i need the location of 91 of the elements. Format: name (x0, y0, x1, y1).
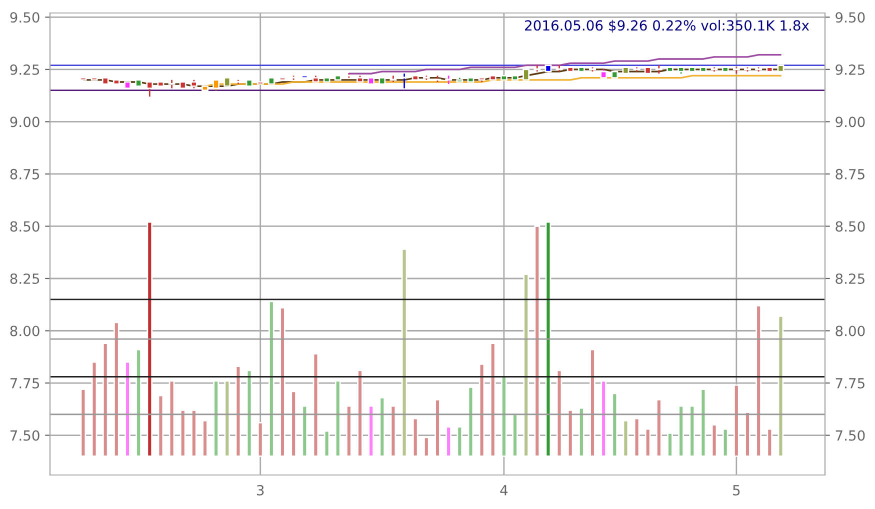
bar (412, 418, 418, 457)
y2-tick-label: 7.75 (836, 378, 864, 388)
y-tick-label: 8.00 (10, 326, 40, 336)
bar (80, 388, 86, 457)
y2-tick-label: 8.00 (836, 326, 865, 336)
bar (102, 342, 108, 457)
bar (734, 384, 740, 457)
bar (114, 322, 120, 457)
bar (180, 410, 186, 457)
bar (468, 386, 474, 457)
y2-tick-label: 9.25 (836, 64, 864, 75)
y-tick-label: 8.50 (10, 221, 40, 232)
bar (744, 412, 750, 457)
bar (136, 348, 142, 457)
bar (213, 380, 219, 457)
bar (91, 361, 98, 457)
bar (424, 436, 430, 457)
bar (634, 418, 640, 457)
bar (158, 394, 164, 457)
bar (246, 370, 252, 457)
bar (656, 399, 662, 457)
bar (501, 376, 507, 457)
bar (334, 380, 341, 457)
x-tick-label: 4 (500, 485, 508, 496)
bar (722, 428, 728, 457)
bar (446, 426, 452, 457)
chart-title: 2016.05.06 $9.26 0.22% vol:350.1K 1.8x (525, 20, 810, 33)
y-tick-label: 9.50 (10, 12, 40, 23)
y-tick-label: 9.00 (10, 116, 40, 128)
bar (545, 221, 552, 457)
bar (700, 388, 706, 457)
y2-tick-label: 7.50 (836, 430, 865, 441)
bar (280, 307, 286, 457)
y-tick-label: 9.25 (10, 64, 40, 75)
y-tick-label: 8.25 (10, 273, 40, 284)
bar (312, 353, 319, 457)
bar (302, 405, 308, 457)
candlestick (400, 72, 408, 89)
bar (324, 430, 330, 457)
bar (590, 348, 596, 457)
bar (456, 426, 463, 457)
bar (756, 304, 762, 457)
bar (346, 405, 352, 457)
y2-tick-label: 9.00 (836, 116, 865, 128)
y-tick-label: 7.75 (10, 378, 40, 388)
bar (689, 405, 696, 457)
bar (191, 410, 197, 457)
y-tick-label: 7.50 (10, 430, 40, 441)
bar (567, 410, 574, 457)
bar (556, 370, 562, 457)
y2-tick-label: 8.75 (836, 168, 864, 180)
bar (124, 361, 130, 457)
bar (490, 342, 496, 457)
bar (146, 221, 153, 457)
x-tick-label: 5 (733, 485, 740, 496)
candlestick (445, 75, 452, 85)
bar (390, 405, 396, 457)
bar (478, 364, 485, 457)
bar (401, 248, 408, 457)
bar (612, 392, 618, 457)
candlestick (212, 79, 220, 92)
bar (268, 300, 274, 457)
bar (290, 390, 296, 457)
bar (257, 422, 264, 457)
bar (622, 420, 629, 457)
bar (224, 380, 230, 457)
bar (202, 420, 208, 457)
y2-tick-label: 8.25 (836, 273, 864, 284)
bar (357, 370, 363, 457)
bar (379, 396, 386, 457)
y-tick-label: 8.75 (10, 168, 40, 180)
bar (534, 226, 540, 457)
bar (578, 407, 584, 457)
bar (600, 380, 606, 457)
bar (512, 414, 518, 457)
bar (644, 428, 651, 457)
bar (667, 432, 673, 457)
bar (766, 428, 773, 457)
bar (678, 405, 684, 457)
candlestick (522, 68, 530, 81)
bar (778, 315, 784, 457)
bar (523, 274, 529, 457)
y2-tick-label: 9.50 (836, 12, 865, 23)
y2-tick-label: 8.50 (836, 221, 865, 232)
bar (368, 405, 374, 457)
bar (168, 380, 175, 457)
bar (711, 424, 718, 457)
x-tick-label: 3 (257, 484, 264, 496)
candlestick (146, 81, 154, 98)
bar (235, 366, 242, 457)
bar (434, 399, 440, 457)
